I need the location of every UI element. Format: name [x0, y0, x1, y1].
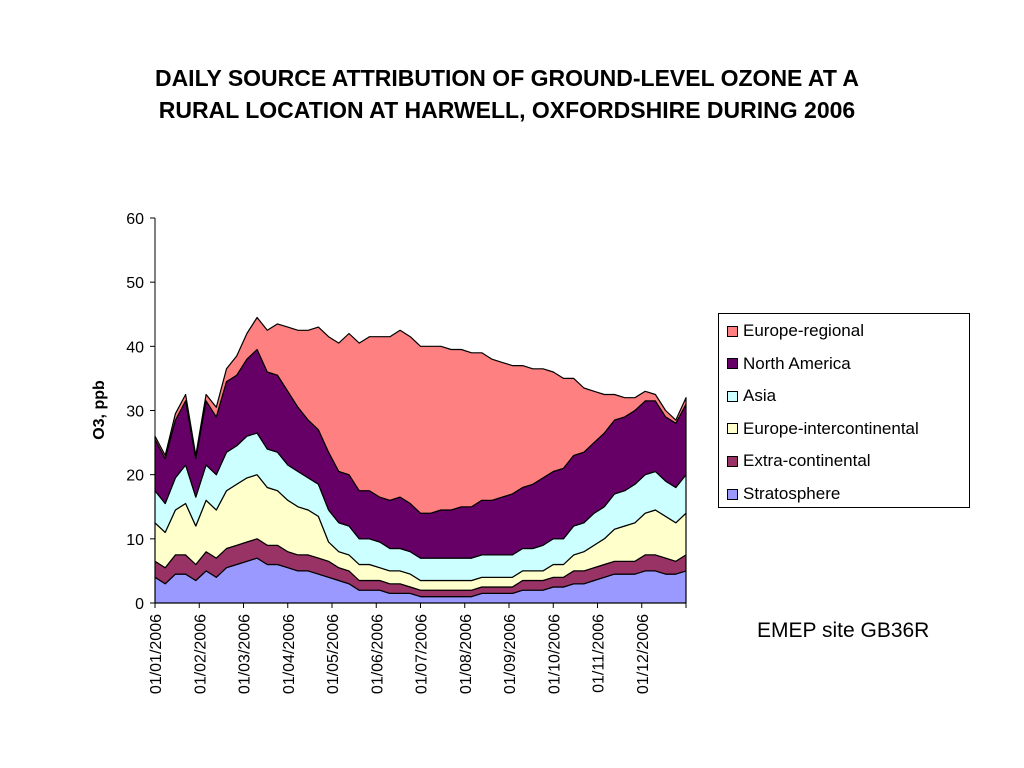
legend-label: Stratosphere — [743, 484, 841, 503]
legend-swatch — [727, 455, 738, 467]
y-axis-title: O3, ppb — [91, 380, 108, 440]
chart-title-line-2: RURAL LOCATION AT HARWELL, OXFORDSHIRE D… — [158, 97, 856, 123]
x-tick-label: 01/11/2006 — [591, 614, 608, 693]
y-axis-ticks: 0 10 20 30 40 50 60 — [126, 211, 155, 613]
legend-item-extra-continental: Extra-continental — [727, 450, 871, 472]
stacked-area-layer — [154, 316, 687, 604]
x-tick-label: 01/02/2006 — [192, 614, 209, 694]
legend-swatch — [727, 423, 738, 435]
legend-item-europe-intercontinental: Europe-intercontinental — [727, 418, 919, 440]
x-tick-label: 01/10/2006 — [546, 614, 563, 694]
x-tick-label: 01/12/2006 — [635, 614, 652, 694]
legend-label: Europe-regional — [743, 321, 864, 340]
legend-label: Extra-continental — [743, 451, 871, 471]
x-tick-label: 01/05/2006 — [325, 614, 342, 694]
y-tick-label: 50 — [126, 275, 144, 292]
legend-item-europe-regional: Europe-regional — [727, 320, 864, 342]
y-tick-label: 40 — [126, 339, 144, 356]
y-tick-label: 10 — [126, 532, 144, 549]
x-tick-label: 01/09/2006 — [502, 614, 519, 694]
x-tick-label: 01/01/2006 — [148, 614, 165, 694]
y-tick-label: 30 — [126, 404, 144, 421]
legend-label: North America — [743, 353, 851, 373]
chart-legend: Europe-regional North America Asia Europe-i… — [718, 313, 970, 508]
legend-swatch — [727, 488, 738, 500]
legend-swatch — [727, 325, 738, 337]
x-tick-label: 01/03/2006 — [237, 614, 254, 694]
chart-title: DAILY SOURCE ATTRIBUTION OF GROUND-LEVEL… — [0, 62, 1014, 126]
legend-label: Asia — [743, 386, 777, 406]
area-series-europe-regional — [154, 316, 687, 514]
legend-swatch — [727, 358, 738, 370]
x-tick-label: 01/07/2006 — [414, 614, 431, 694]
legend-item-stratosphere: Stratosphere — [727, 483, 840, 505]
y-tick-label: 60 — [126, 211, 144, 228]
legend-item-asia: Asia — [727, 385, 776, 407]
y-tick-label: 0 — [135, 596, 144, 613]
legend-label: Europe-intercontinental — [743, 418, 919, 438]
x-axis-ticks: 01/01/2006 01/02/2006 01/03/2006 01/04/2006… — [148, 603, 687, 694]
x-tick-label: 01/04/2006 — [281, 614, 298, 694]
chart-title-line-1: DAILY SOURCE ATTRIBUTION OF GROUND-LEVEL… — [154, 65, 860, 91]
legend-swatch — [727, 390, 738, 402]
x-tick-label: 01/06/2006 — [369, 614, 386, 694]
legend-item-north-america: North America — [727, 353, 851, 375]
x-tick-label: 01/08/2006 — [458, 614, 475, 694]
site-note: EMEP site GB36R — [757, 619, 930, 642]
y-tick-label: 20 — [126, 468, 144, 485]
